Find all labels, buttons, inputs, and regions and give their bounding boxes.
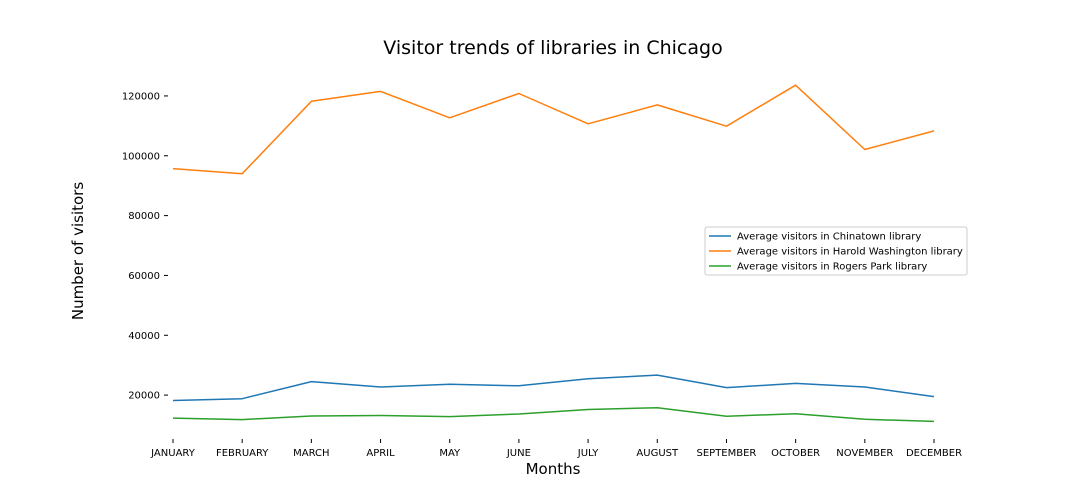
x-tick-label: JUNE bbox=[506, 448, 531, 459]
legend: Average visitors in Chinatown library Ave… bbox=[704, 226, 968, 276]
series-line-0 bbox=[172, 374, 935, 402]
y-axis: 20000 40000 60000 80000 100000 120000 bbox=[122, 91, 168, 402]
x-axis-label: Months bbox=[526, 460, 581, 478]
y-tick-label: 20000 bbox=[128, 391, 160, 402]
x-tick-label: SEPTEMBER bbox=[697, 448, 757, 459]
series-lines bbox=[172, 84, 935, 423]
x-tick-label: FEBRUARY bbox=[216, 448, 269, 459]
y-tick-label: 40000 bbox=[128, 331, 160, 342]
y-tick-label: 80000 bbox=[128, 211, 160, 222]
legend-label: Average visitors in Harold Washington li… bbox=[737, 247, 963, 258]
legend-box bbox=[704, 226, 968, 276]
y-axis-label: Number of visitors bbox=[69, 182, 87, 321]
y-tick-label: 60000 bbox=[128, 271, 160, 282]
x-tick-label: JULY bbox=[577, 448, 600, 459]
series-line-2 bbox=[172, 406, 935, 423]
y-tick-label: 120000 bbox=[122, 91, 160, 102]
legend-label: Average visitors in Rogers Park library bbox=[737, 262, 927, 273]
x-tick-label: AUGUST bbox=[636, 448, 679, 459]
chart-title: Visitor trends of libraries in Chicago bbox=[383, 37, 722, 59]
x-tick-label: OCTOBER bbox=[771, 448, 820, 459]
y-tick-label: 100000 bbox=[122, 151, 160, 162]
legend-label: Average visitors in Chinatown library bbox=[737, 232, 921, 243]
x-tick-label: MARCH bbox=[293, 448, 329, 459]
series-line-1 bbox=[172, 84, 935, 175]
x-tick-label: MAY bbox=[439, 448, 461, 459]
x-tick-label: APRIL bbox=[366, 448, 395, 459]
x-tick-label: NOVEMBER bbox=[836, 448, 893, 459]
x-tick-label: DECEMBER bbox=[906, 448, 962, 459]
x-axis: JANUARY FEBRUARY MARCH APRIL MAY JUNE JULY AUGU… bbox=[150, 439, 962, 459]
x-tick-label: JANUARY bbox=[150, 448, 196, 459]
